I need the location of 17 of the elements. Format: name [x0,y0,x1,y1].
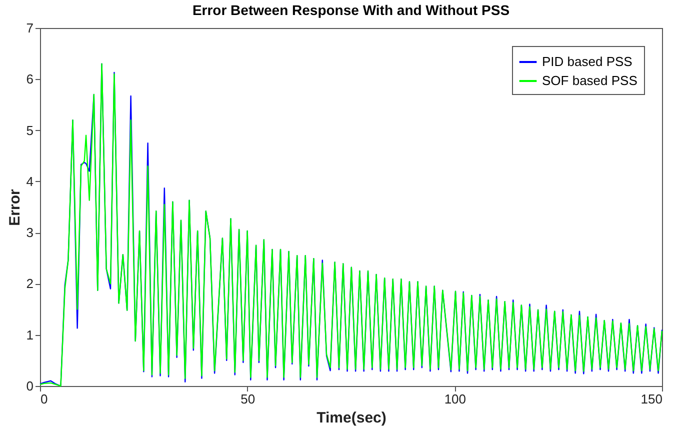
y-tick-label: 2 [26,276,34,292]
chart-title: Error Between Response With and Without PSS [192,2,510,18]
y-tick-label: 6 [26,72,34,87]
x-tick-label: 100 [444,392,466,406]
x-tick-label: 0 [40,392,48,406]
x-tick-label: 50 [240,392,256,406]
y-tick-label: 4 [26,174,34,189]
y-axis-title: Error [6,189,24,226]
y-tick-label: 5 [26,122,34,138]
x-axis-title: Time(sec) [316,410,386,426]
legend-label: PID based PSS [542,54,633,69]
legend-label: SOF based PSS [542,73,638,88]
y-tick-label: 3 [26,225,34,240]
y-tick-label: 1 [26,327,34,342]
x-tick-label: 150 [640,392,662,406]
y-tick-label: 7 [26,20,34,36]
y-tick-label: 0 [26,378,34,394]
